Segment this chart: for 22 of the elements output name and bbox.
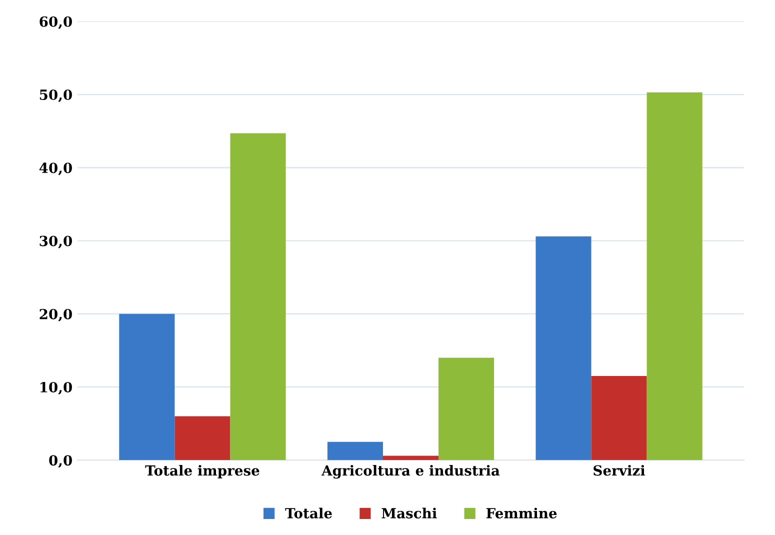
y-tick-label: 20,0: [40, 308, 72, 322]
bar: [591, 376, 647, 460]
bar: [119, 314, 175, 460]
y-tick-label: 50,0: [40, 89, 72, 102]
bar: [382, 456, 439, 460]
bar: [327, 442, 383, 460]
legend-label: Femmine: [486, 508, 557, 518]
x-tick-label: Agricoltura e industria: [321, 464, 500, 479]
y-tick-label: 40,0: [39, 162, 72, 176]
y-tick-label: 30,0: [40, 236, 72, 248]
legend-label: Totale: [285, 508, 332, 518]
bar: [646, 92, 702, 460]
bar: [536, 236, 592, 460]
y-tick-label: 10,0: [40, 382, 72, 395]
x-tick-label: Totale imprese: [145, 464, 260, 478]
legend-label: Maschi: [382, 508, 437, 518]
y-tick-label: 0,0: [49, 455, 72, 468]
y-tick-label: 60,0: [40, 16, 72, 29]
bar: [438, 358, 494, 460]
bar: [174, 416, 230, 460]
bar: [230, 133, 286, 460]
x-tick-label: Servizi: [594, 464, 646, 476]
